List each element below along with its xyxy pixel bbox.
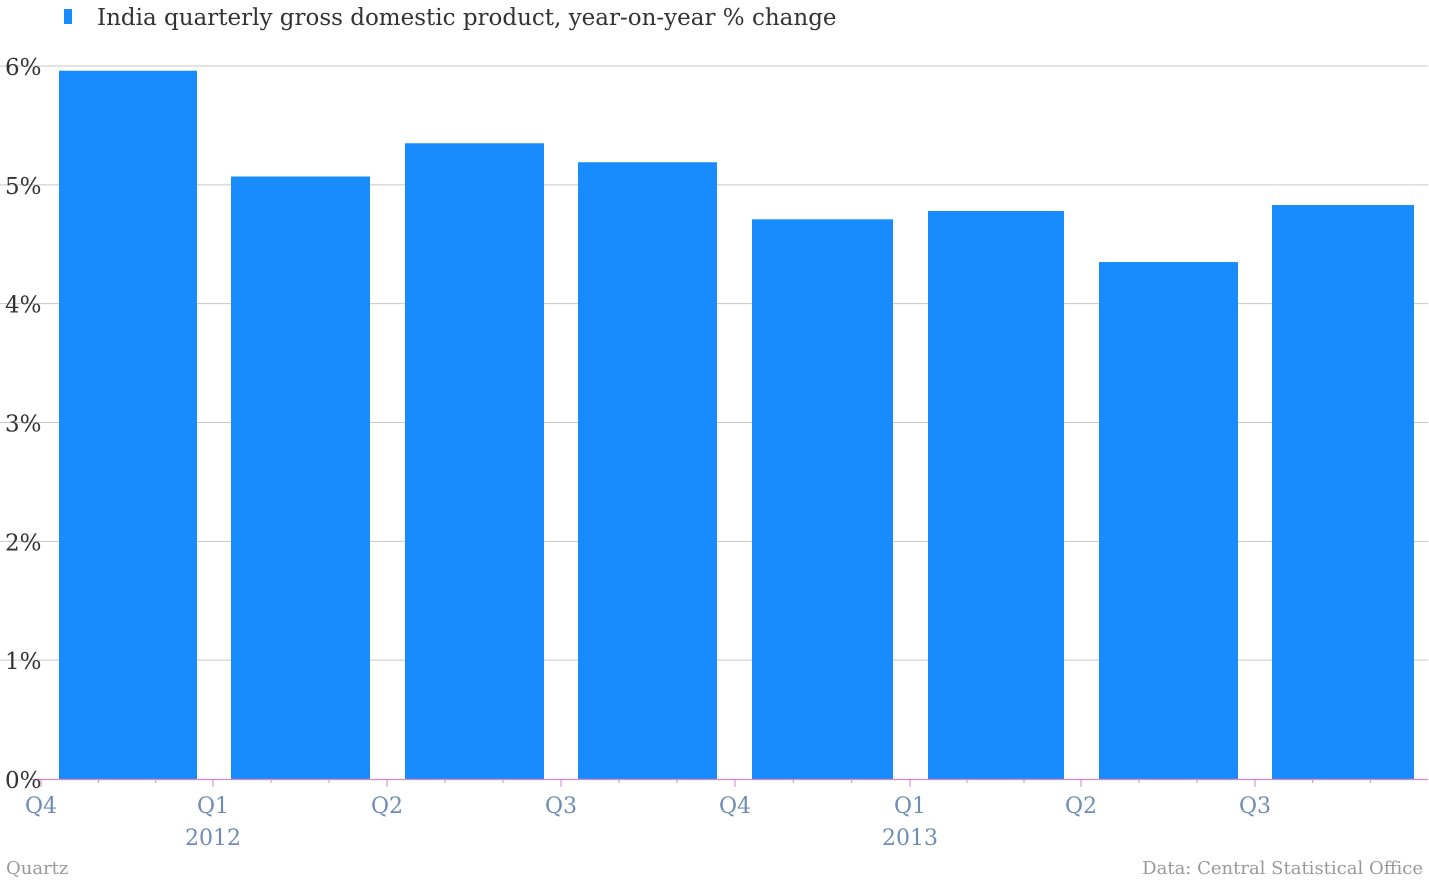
y-tick-label: 4%	[5, 293, 42, 319]
legend-swatch	[64, 9, 72, 24]
x-tick-label: Q4	[25, 794, 57, 819]
y-tick-label: 1%	[5, 649, 42, 675]
x-axis: Q4 Q1 Q2 Q3 Q4 Q1 Q2 Q3 2012 2013	[25, 778, 1428, 851]
bar	[928, 210, 1064, 779]
y-tick-label: 3%	[5, 412, 42, 438]
bars	[59, 70, 1414, 780]
bar	[59, 70, 197, 779]
x-tick-label: Q3	[1239, 794, 1271, 819]
x-tick-label: Q1	[894, 794, 926, 819]
y-tick-label: 6%	[5, 55, 42, 81]
y-tick-label: 2%	[5, 530, 42, 556]
x-tick-label: Q2	[371, 794, 403, 819]
bar	[1272, 205, 1414, 779]
bar	[231, 176, 370, 779]
x-tick-label: Q4	[719, 794, 751, 819]
legend-label: India quarterly gross domestic product, …	[97, 5, 837, 31]
x-year-label: 2012	[185, 826, 241, 851]
bar	[405, 143, 544, 779]
x-tick-label: Q1	[197, 794, 229, 819]
x-tick-label: Q3	[545, 794, 577, 819]
y-tick-label: 0%	[5, 768, 42, 794]
x-year-label: 2013	[882, 826, 938, 851]
y-tick-label: 5%	[5, 174, 42, 200]
data-source-credit: Data: Central Statistical Office	[1142, 858, 1423, 879]
x-tick-label: Q2	[1065, 794, 1097, 819]
publisher-credit: Quartz	[6, 858, 69, 879]
bar	[752, 219, 893, 780]
bar	[578, 162, 717, 779]
y-axis: 0% 1% 2% 3% 4% 5% 6%	[5, 55, 42, 794]
bar	[1099, 262, 1238, 779]
